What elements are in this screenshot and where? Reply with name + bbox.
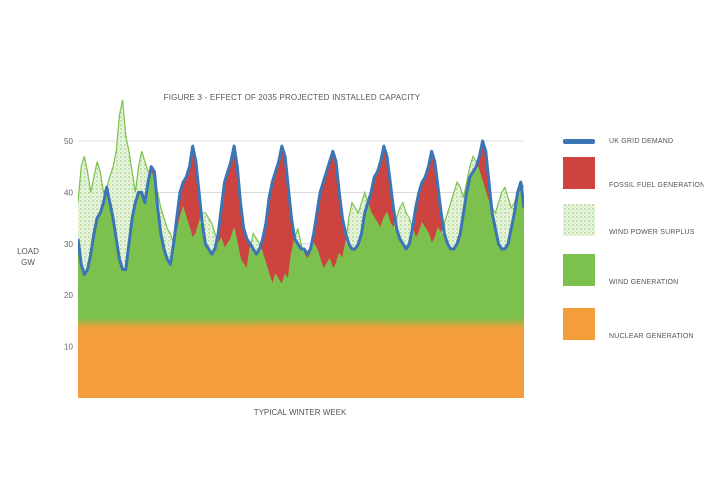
y-axis-label-line-1: LOAD bbox=[17, 247, 39, 256]
y-tick-label: 20 bbox=[64, 291, 73, 300]
nuclear-transition-band bbox=[78, 318, 524, 329]
y-tick-labels: 10 20 30 40 50 bbox=[64, 137, 73, 352]
y-tick-label: 50 bbox=[64, 137, 73, 146]
demand-line bbox=[78, 139, 524, 277]
legend-label-3: WIND GENERATION bbox=[609, 279, 678, 286]
y-tick-label: 30 bbox=[64, 240, 73, 249]
legend-label-4: NUCLEAR GENERATION bbox=[609, 333, 694, 340]
legend-label-0: UK GRID DEMAND bbox=[609, 138, 673, 145]
legend-swatch-2 bbox=[563, 204, 595, 236]
wind-outline bbox=[78, 99, 524, 287]
chart-title: FIGURE 3 - EFFECT OF 2035 PROJECTED INST… bbox=[164, 93, 421, 102]
nuclear-generation-area bbox=[78, 328, 524, 398]
legend-label-1: FOSSIL FUEL GENERATION bbox=[609, 182, 704, 189]
y-tick-label: 10 bbox=[64, 343, 73, 352]
y-axis-label-line-2: GW bbox=[21, 258, 35, 267]
legend-swatch-4 bbox=[563, 308, 595, 340]
legend-swatch-3 bbox=[563, 254, 595, 286]
legend: UK GRID DEMAND FOSSIL FUEL GENERATION WIND… bbox=[563, 138, 704, 340]
plot-area bbox=[78, 99, 524, 398]
y-tick-label: 40 bbox=[64, 188, 73, 197]
legend-label-2: WIND POWER SURPLUS bbox=[609, 229, 695, 236]
legend-swatch-0 bbox=[563, 139, 595, 144]
x-axis-label: TYPICAL WINTER WEEK bbox=[254, 408, 347, 417]
legend-swatch-1 bbox=[563, 157, 595, 189]
